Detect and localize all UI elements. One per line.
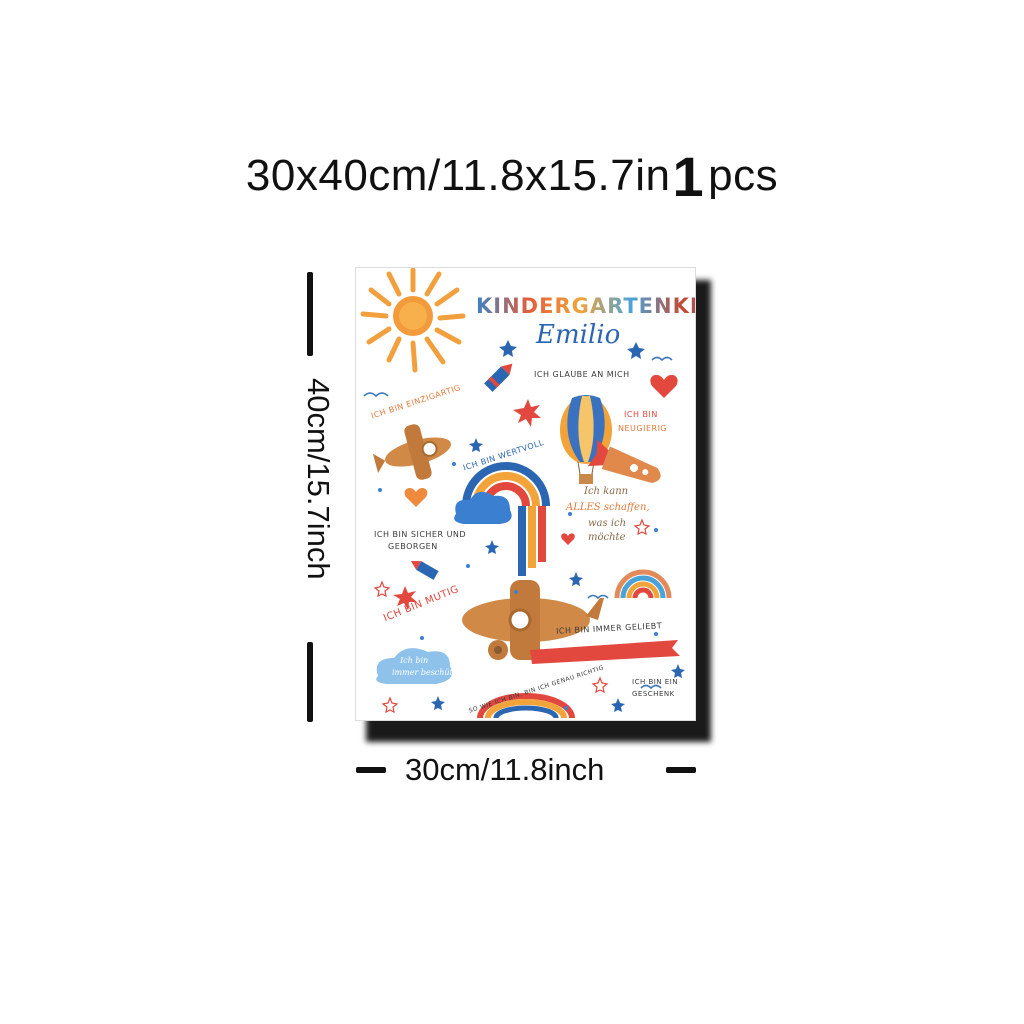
- heart-icon: [561, 533, 575, 545]
- height-dimension-label: 40cm/15.7inch: [301, 378, 336, 580]
- rocket-illustration: [587, 439, 661, 484]
- phrase-neugierig-1: ICH BIN: [624, 410, 658, 419]
- hot-air-balloon-illustration: [560, 395, 612, 484]
- heart-icon: [650, 374, 678, 398]
- size-text: 30x40cm/11.8x15.7in: [245, 151, 671, 200]
- quantity-number: 1: [672, 145, 705, 208]
- height-dimension-line-top: [307, 272, 313, 356]
- phrase-schaffen-1: Ich kann: [584, 486, 629, 497]
- ribbon-banner: [530, 640, 680, 664]
- width-dimension-dash-right: [666, 767, 696, 773]
- firework-rocket-illustration: [484, 363, 513, 392]
- stars-decoration: [431, 340, 685, 712]
- phrase-schaffen-4: möchte: [588, 532, 626, 543]
- firework-rocket-small-illustration: [410, 561, 439, 580]
- poster-heading-text: KINDERGARTENKIND: [476, 294, 695, 318]
- poster-canvas: KINDERGARTENKIND Emilio ICH GLAUBE AN MI…: [356, 268, 695, 720]
- phrase-glaube: ICH GLAUBE AN MICH: [534, 370, 630, 379]
- poster-illustrations: [360, 268, 685, 719]
- phrase-beschuetzt-2: immer beschützt: [392, 668, 461, 677]
- bird-icon: [587, 594, 609, 600]
- phrase-sicher-1: ICH BIN SICHER UND: [374, 530, 467, 539]
- bird-icon: [651, 356, 673, 362]
- phrase-geschenk-2: GESCHENK: [632, 690, 675, 698]
- phrase-sicher-2: GEBORGEN: [388, 542, 438, 551]
- phrase-neugierig-2: NEUGIERIG: [618, 424, 668, 433]
- wooden-airplane-small-illustration: [372, 424, 451, 480]
- phrase-beschuetzt-1: Ich bin: [400, 656, 429, 665]
- height-dimension-line-bottom: [307, 642, 313, 722]
- wooden-airplane-large-illustration: [462, 580, 604, 660]
- outline-stars-decoration: [373, 518, 651, 714]
- phrase-geschenk-1: ICH BIN EIN: [632, 678, 678, 686]
- width-dimension-dash-left: [356, 767, 386, 773]
- rainbow-small-illustration: [614, 569, 672, 599]
- poster-child-name: Emilio: [536, 320, 621, 350]
- dots-decoration: [378, 462, 658, 710]
- cloud-lower-icon: [376, 648, 453, 684]
- product-size-title: 30x40cm/11.8x15.7in1pcs: [0, 138, 1024, 208]
- burst-star-icon: [513, 399, 541, 427]
- sun-illustration: [360, 268, 466, 373]
- bird-icon: [363, 392, 389, 398]
- phrase-schaffen-2: ALLES schaffen,: [566, 502, 650, 513]
- heart-icon: [404, 487, 428, 507]
- burst-star-icon: [393, 586, 417, 610]
- cloud-icon: [454, 491, 512, 524]
- poster-heading: KINDERGARTENKIND: [476, 294, 695, 318]
- quantity-unit: pcs: [708, 151, 779, 200]
- bird-icon: [640, 684, 662, 690]
- phrase-schaffen-3: was ich: [588, 518, 627, 529]
- width-dimension-label: 30cm/11.8inch: [405, 752, 605, 787]
